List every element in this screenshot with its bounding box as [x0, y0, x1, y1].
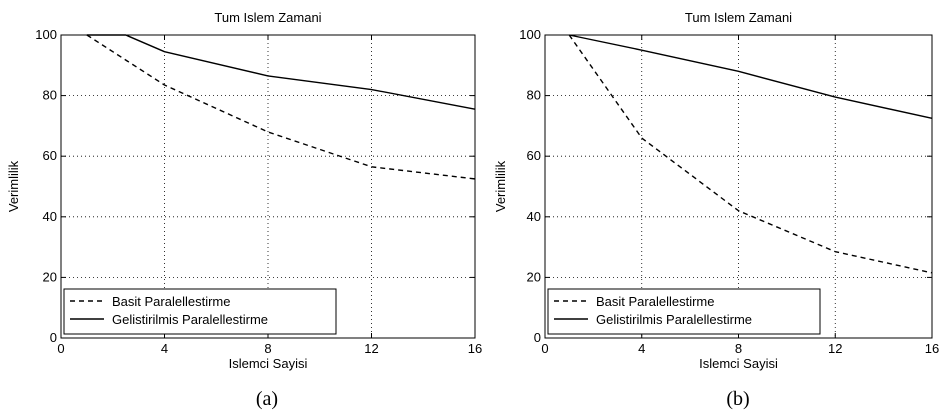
- x-tick-label: 0: [541, 341, 548, 356]
- legend-label: Gelistirilmis Paralellestirme: [596, 312, 752, 327]
- x-tick-label: 8: [264, 341, 271, 356]
- y-tick-label: 0: [50, 330, 57, 345]
- x-axis-label: Islemci Sayisi: [229, 356, 308, 371]
- series-line-gelistirilmis: [569, 34, 933, 120]
- x-tick-label: 4: [638, 341, 645, 356]
- y-tick-label: 40: [527, 209, 541, 224]
- chart-title: Tum Islem Zamani: [685, 10, 792, 25]
- legend-box: [63, 288, 337, 335]
- chart-title: Tum Islem Zamani: [214, 10, 321, 25]
- chart-panel-b: 0 4 8 12 16 0 20 40 60 80 100 Tum Islem Zamani Islem…: [493, 10, 939, 410]
- panel-caption: (b): [726, 388, 749, 410]
- chart-panel-a: 0 4 8 12 16 0 20 40 60 80 100 Tum Islem Zamani Islem…: [6, 10, 482, 410]
- y-axis-label: Verimlilik: [6, 160, 21, 212]
- x-tick-label: 8: [735, 341, 742, 356]
- x-tick-label: 16: [925, 341, 939, 356]
- legend: Basit Paralellestirme Gelistirilmis Paral…: [63, 288, 337, 335]
- plot-frame: [544, 34, 933, 339]
- x-tick-label: 4: [161, 341, 168, 356]
- series-line-basit: [568, 34, 933, 274]
- x-axis-label: Islemci Sayisi: [699, 356, 778, 371]
- legend-label: Gelistirilmis Paralellestirme: [112, 312, 268, 327]
- x-tick-label: 16: [468, 341, 482, 356]
- legend: Basit Paralellestirme Gelistirilmis Paral…: [547, 288, 821, 335]
- x-tick-label: 12: [828, 341, 842, 356]
- x-tick-label: 12: [364, 341, 378, 356]
- y-tick-label: 80: [527, 88, 541, 103]
- plot-frame: [60, 34, 476, 339]
- y-tick-label: 100: [519, 27, 541, 42]
- legend-label: Basit Paralellestirme: [596, 294, 715, 309]
- x-tick-label: 0: [57, 341, 64, 356]
- y-tick-label: 0: [534, 330, 541, 345]
- y-tick-label: 20: [527, 269, 541, 284]
- y-tick-label: 80: [43, 88, 57, 103]
- y-tick-label: 20: [43, 269, 57, 284]
- y-tick-label: 40: [43, 209, 57, 224]
- legend-box: [547, 288, 821, 335]
- y-axis-label: Verimlilik: [493, 160, 508, 212]
- y-tick-label: 100: [35, 27, 57, 42]
- y-tick-label: 60: [43, 148, 57, 163]
- legend-label: Basit Paralellestirme: [112, 294, 231, 309]
- y-tick-label: 60: [527, 148, 541, 163]
- panel-caption: (a): [256, 388, 278, 410]
